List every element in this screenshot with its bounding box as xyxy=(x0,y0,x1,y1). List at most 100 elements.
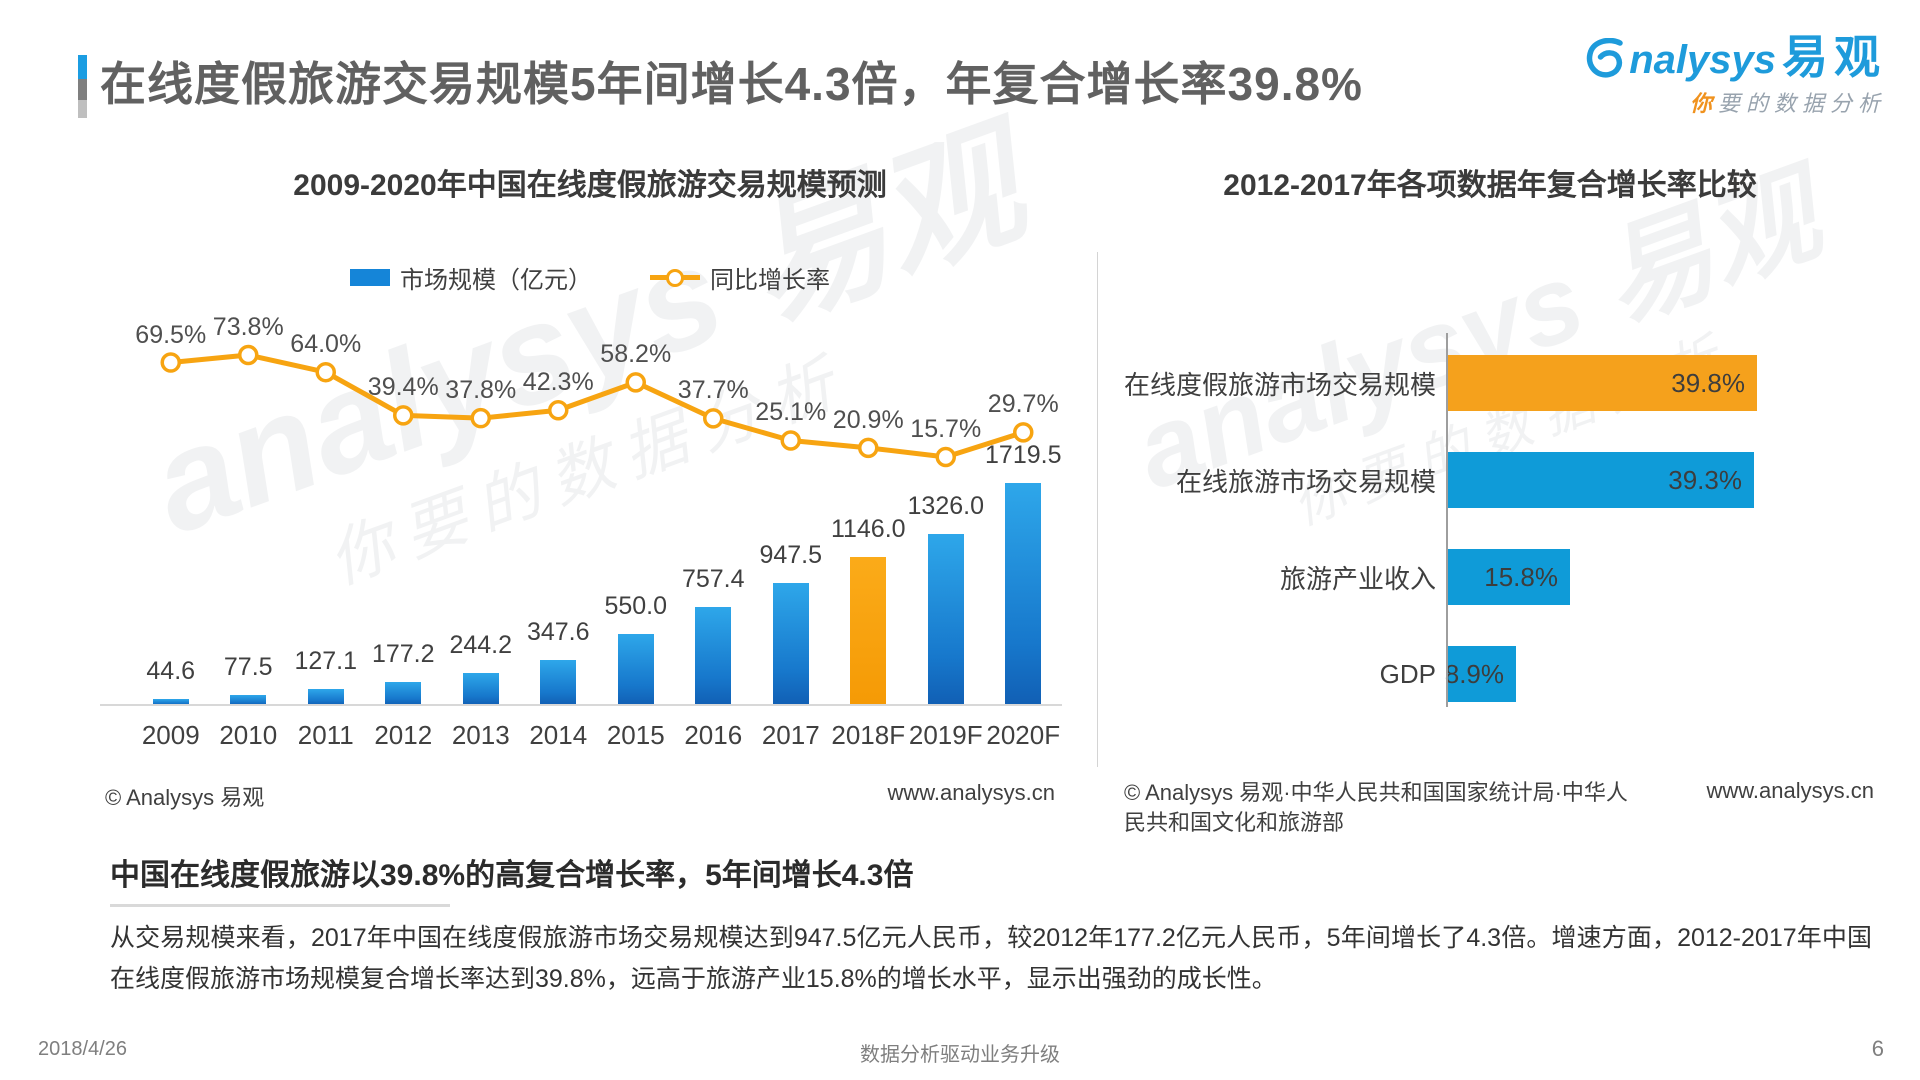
growth-rate-label: 73.8% xyxy=(212,313,284,341)
x-axis-label-2010: 2010 xyxy=(219,720,278,750)
legend-item-line: 同比增长率 xyxy=(650,260,830,295)
legend-line-label: 同比增长率 xyxy=(710,267,830,294)
x-axis-label-2020F: 2020F xyxy=(986,720,1061,750)
left-chart-source: © Analysys 易观 www.analysys.cn xyxy=(105,780,1055,812)
bar-value-label: 757.4 xyxy=(681,565,745,593)
logo-tagline-first: 你 xyxy=(1689,91,1718,116)
line-marker xyxy=(703,408,724,429)
footer-page-number: 6 xyxy=(1871,1036,1884,1061)
market-size-bar-2009 xyxy=(152,699,189,705)
right-chart-title: 2012-2017年各项数据年复合增长率比较 xyxy=(1223,169,1757,202)
cagr-bar-4: 8.9% xyxy=(1445,646,1516,702)
bar-value-label: 947.5 xyxy=(759,541,823,569)
x-axis-label-2012: 2012 xyxy=(374,720,433,750)
line-marker xyxy=(1013,422,1034,443)
bar-value-label: 244.2 xyxy=(449,631,513,659)
line-marker xyxy=(238,344,259,366)
line-marker xyxy=(393,405,414,426)
bar-value-label: 1146.0 xyxy=(830,515,906,543)
right-chart-plot: 在线度假旅游市场交易规模 39.8% 在线旅游市场交易规模 39.3% 旅游产业收入 15… xyxy=(1110,327,1880,717)
line-marker xyxy=(935,446,956,468)
left-chart-title: 2009-2020年中国在线度假旅游交易规模预测 xyxy=(293,169,887,202)
summary-heading: 中国在线度假旅游以39.8%的高复合增长率，5年间增长4.3倍 xyxy=(110,859,914,892)
logo-tagline: 你要的数据分析 xyxy=(1585,86,1886,118)
growth-rate-label: 37.8% xyxy=(445,376,517,405)
title-accent-bar xyxy=(78,55,87,118)
accent-segment-blue xyxy=(78,55,87,79)
growth-rate-label: 25.1% xyxy=(755,398,827,427)
right-chart-y-axis xyxy=(1446,333,1448,707)
market-size-bar-2014 xyxy=(540,660,577,705)
summary-body: 从交易规模来看，2017年中国在线度假旅游市场交易规模达到947.5亿元人民币，… xyxy=(110,924,1872,993)
growth-rate-label: 64.0% xyxy=(290,330,362,359)
bar-value-label: 1719.5 xyxy=(985,441,1062,469)
market-size-bar-2020F xyxy=(1005,483,1042,705)
x-axis-label-2016: 2016 xyxy=(684,720,743,750)
line-marker xyxy=(315,361,336,383)
market-size-bar-2015 xyxy=(617,634,654,705)
market-size-bar-2011 xyxy=(307,689,344,705)
panel-divider xyxy=(1097,252,1098,767)
category-label-2: 在线旅游市场交易规模 xyxy=(1175,466,1436,497)
growth-rate-label: 58.2% xyxy=(600,340,672,369)
left-chart-x-axis xyxy=(100,704,1062,706)
x-axis-label-2013: 2013 xyxy=(451,720,510,750)
bar-value-label: 77.5 xyxy=(223,653,273,681)
x-axis-label-2018F: 2018F xyxy=(831,720,906,750)
bar-value-label: 550.0 xyxy=(604,592,668,620)
cagr-bar-2: 39.3% xyxy=(1447,452,1754,508)
analysys-logo: nalysys 易观 你要的数据分析 xyxy=(1585,34,1886,118)
legend-item-bar: 市场规模（亿元） xyxy=(350,260,592,295)
x-axis-label-2014: 2014 xyxy=(529,720,588,750)
bar-value-label: 1326.0 xyxy=(907,492,984,520)
line-marker xyxy=(470,407,491,429)
cagr-bar-3: 15.8% xyxy=(1447,549,1570,605)
market-size-bar-2017 xyxy=(772,583,809,705)
market-size-bar-2016 xyxy=(695,607,732,705)
x-axis-label-2017: 2017 xyxy=(761,720,820,750)
accent-segment-darkgray xyxy=(78,79,87,100)
category-label-1: 在线度假旅游市场交易规模 xyxy=(1123,369,1436,400)
line-marker xyxy=(625,372,646,393)
left-chart-legend: 市场规模（亿元） 同比增长率 xyxy=(110,260,1070,295)
logo-brand-text: nalysys xyxy=(1629,38,1776,82)
market-size-bar-2012 xyxy=(385,682,422,705)
growth-rate-label: 29.7% xyxy=(987,390,1059,419)
bar-value-label: 127.1 xyxy=(294,647,358,675)
left-source-copyright: © Analysys 易观 xyxy=(105,785,265,810)
bar-value-label: 347.6 xyxy=(526,618,590,646)
market-size-bar-2018F xyxy=(850,557,887,705)
right-source-url[interactable]: www.analysys.cn xyxy=(1706,778,1874,803)
logo-swirl-icon xyxy=(1585,37,1623,80)
growth-rate-label: 20.9% xyxy=(832,405,904,434)
right-chart-source: © Analysys 易观·中华人民共和国国家统计局·中华人民共和国文化和旅游部… xyxy=(1124,778,1874,838)
line-series-swatch-icon xyxy=(650,268,700,287)
x-axis-label-2009: 2009 xyxy=(141,720,200,750)
left-chart-plot: 44.6 69.5% 77.5 73.8% 127.1 64.0% 177.2 39.4% 24… xyxy=(132,280,1062,705)
bar-series-swatch-icon xyxy=(350,269,390,286)
legend-bar-label: 市场规模（亿元） xyxy=(400,267,592,294)
growth-rate-label: 42.3% xyxy=(522,368,594,397)
growth-rate-label: 15.7% xyxy=(910,414,982,443)
cagr-bar-1: 39.8% xyxy=(1447,355,1757,411)
line-marker xyxy=(160,352,181,373)
footer-date: 2018/4/26 xyxy=(38,1038,127,1060)
footer-slogan: 数据分析驱动业务升级 xyxy=(860,1044,1060,1066)
left-source-url[interactable]: www.analysys.cn xyxy=(887,780,1055,805)
logo-tagline-rest: 要的数据分析 xyxy=(1717,91,1886,116)
growth-rate-label: 69.5% xyxy=(135,320,207,349)
market-size-bar-2019F xyxy=(927,534,964,705)
accent-segment-lightgray xyxy=(78,100,87,118)
category-label-3: 旅游产业收入 xyxy=(1279,563,1436,594)
bar-value-label: 44.6 xyxy=(146,657,196,685)
market-size-bar-2010 xyxy=(230,695,267,705)
growth-rate-label: 39.4% xyxy=(367,373,439,402)
left-chart-xlabels: 2009 2010 2011 2012 2013 2014 2015 2016 2017 2018… xyxy=(132,720,1062,752)
growth-line-svg xyxy=(160,344,1034,468)
x-axis-label-2019F: 2019F xyxy=(908,720,983,750)
x-axis-label-2011: 2011 xyxy=(297,720,354,750)
bar-value-label: 177.2 xyxy=(371,640,435,668)
market-size-bar-2013 xyxy=(462,673,499,705)
line-marker xyxy=(548,400,569,421)
growth-rate-label: 37.7% xyxy=(677,376,749,405)
